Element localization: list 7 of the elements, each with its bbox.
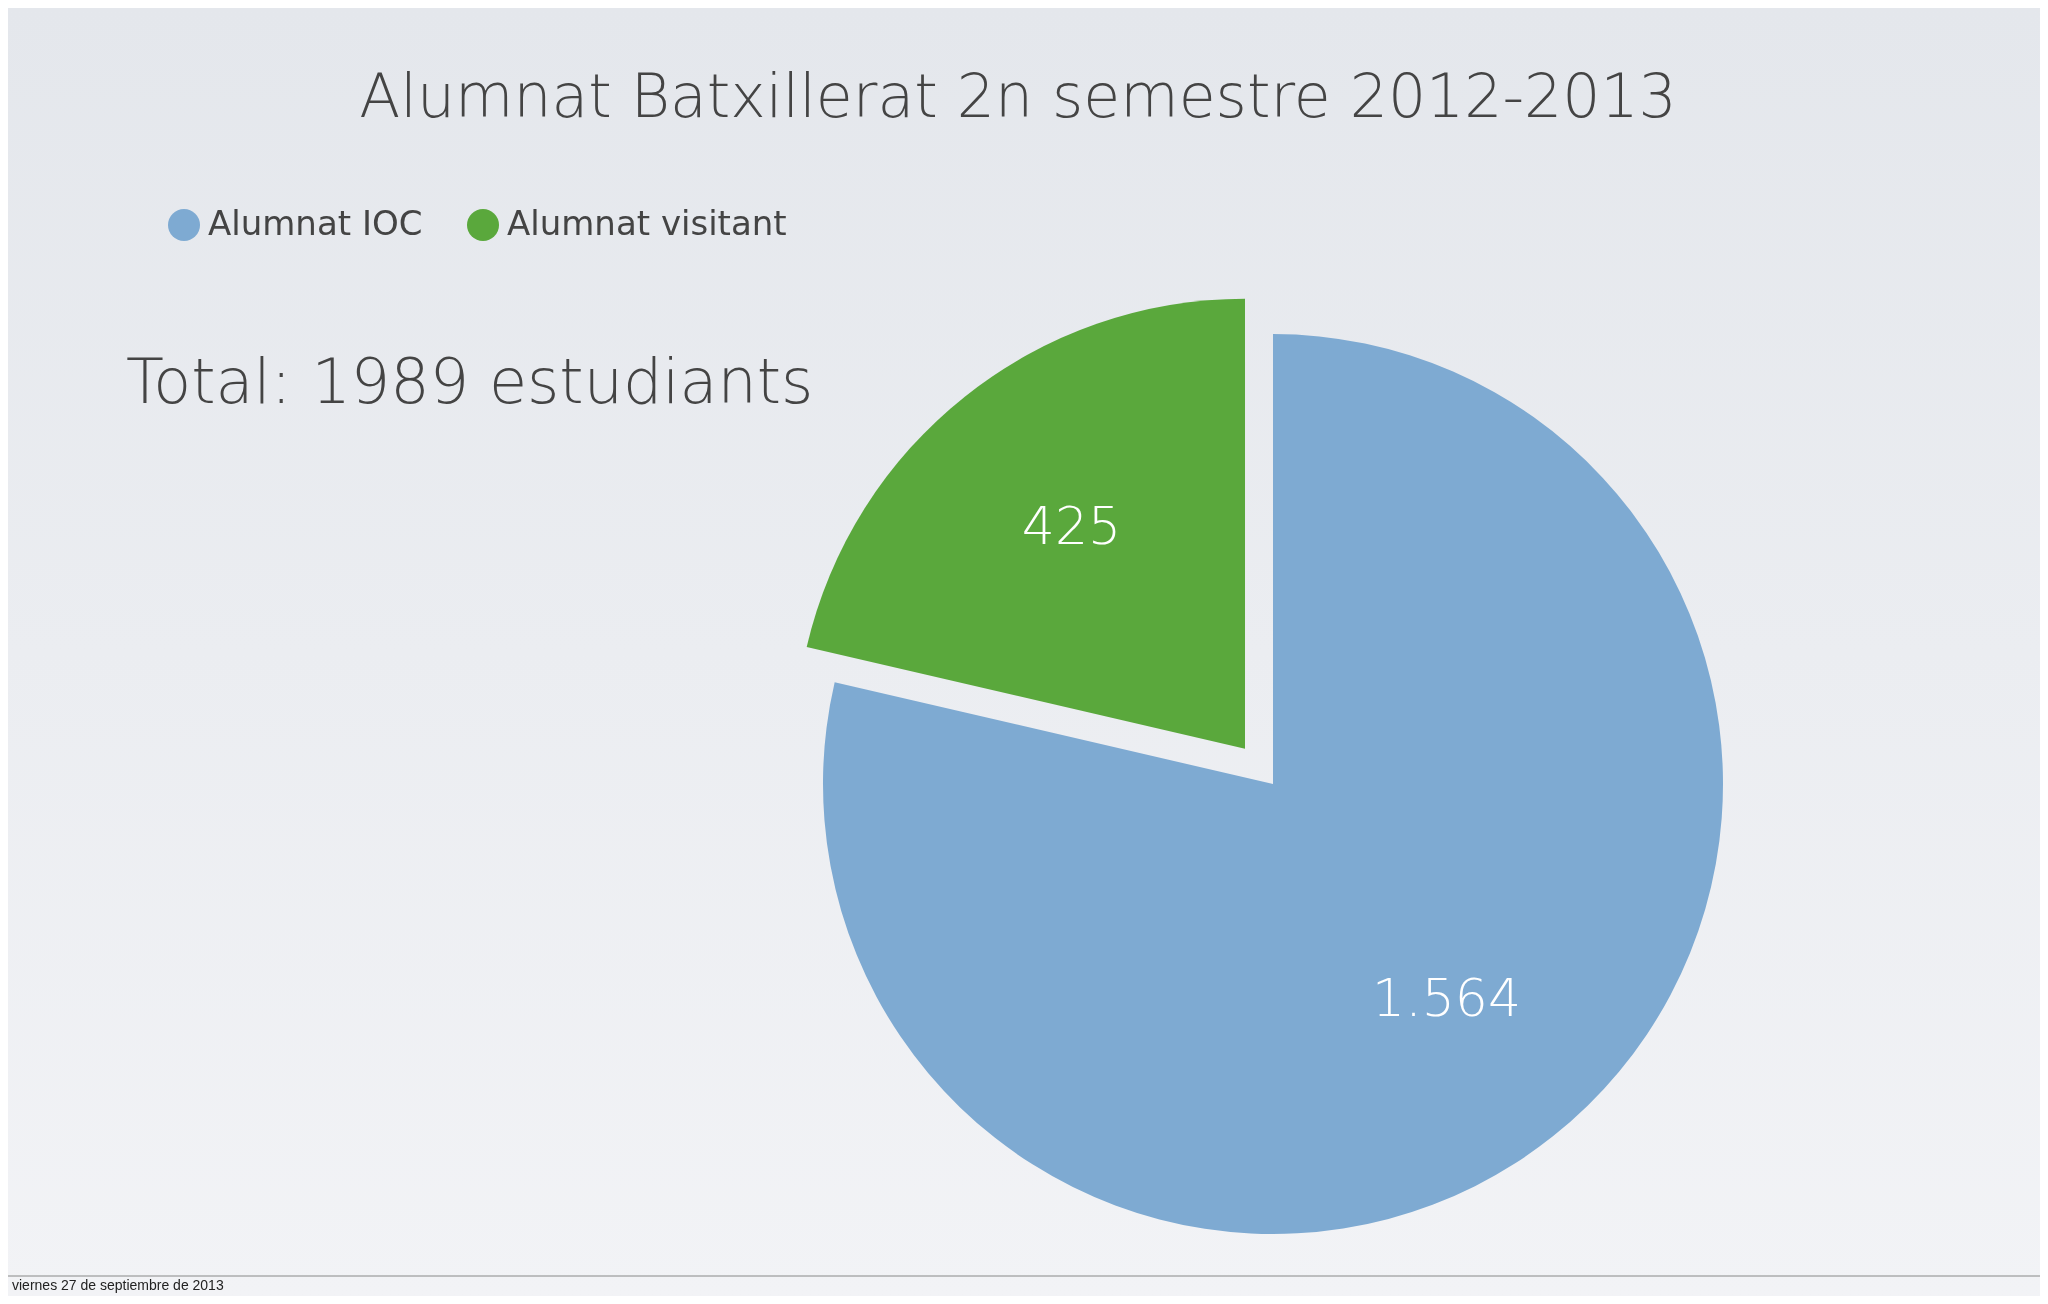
legend-label: Alumnat IOC: [208, 202, 423, 243]
legend-label: Alumnat visitant: [507, 202, 787, 243]
chart-title: Alumnat Batxillerat 2n semestre 2012-2013: [359, 60, 1677, 131]
data-label: 1.564: [1372, 968, 1521, 1029]
text: viernes 27 de septiembre de 2013: [12, 1277, 224, 1293]
data-label: 425: [1021, 496, 1122, 557]
text: Total: 1989 estudiants: [126, 345, 814, 418]
